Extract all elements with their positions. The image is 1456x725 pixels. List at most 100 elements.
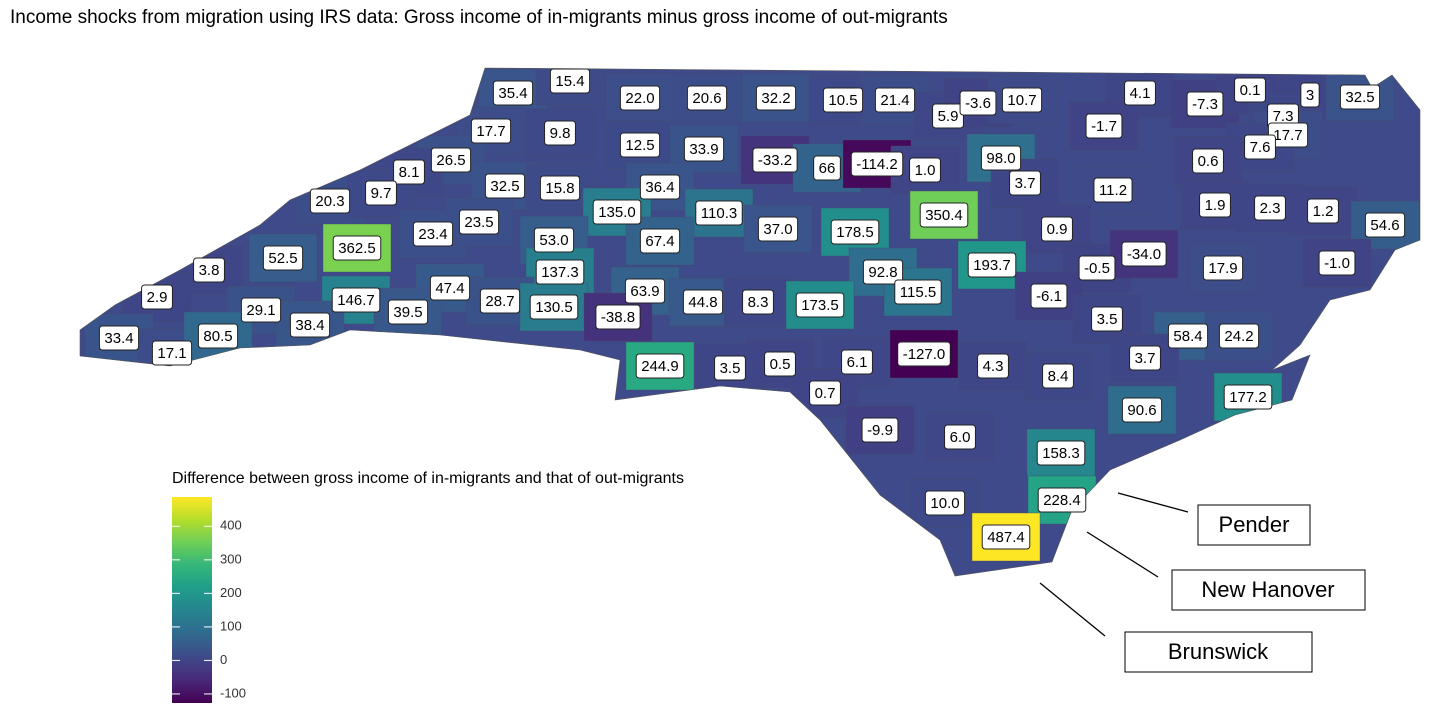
county-label: 8.1 [399,164,420,181]
county-label: 35.4 [498,85,527,102]
label-box [830,219,880,245]
label-box [850,151,904,177]
county-label: 115.5 [900,284,936,301]
county-label: 3.7 [1015,175,1036,192]
label-box [1042,363,1074,389]
county-label: 23.4 [418,226,447,243]
colorbar-tick-label: 0 [220,652,227,667]
county-label: 178.5 [836,224,874,241]
label-box [1318,250,1356,276]
county-label: 17.7 [476,123,505,140]
label-box [479,288,521,314]
county-label: 9.7 [371,185,392,202]
label-box [959,90,997,116]
county-label: 193.7 [973,257,1011,274]
county-label: 23.5 [464,214,493,231]
label-box [977,353,1009,379]
label-box [755,85,797,111]
county-label: -34.0 [1127,246,1161,263]
county-label: 33.9 [689,141,718,158]
county-label: 0.5 [770,356,791,373]
county-label: 36.4 [645,179,674,196]
county-label: 17.7 [1273,127,1302,144]
county-label: 7.6 [1250,139,1271,156]
label-box [980,145,1022,171]
label-box [897,341,951,367]
label-box [1001,87,1043,113]
county-label: 15.8 [545,180,574,197]
county-label: 38.4 [295,317,324,334]
county [1069,101,1139,151]
label-box [592,199,642,225]
label-box [98,325,140,351]
label-box [1234,77,1266,103]
county-label: 135.0 [598,204,636,221]
label-box [1078,255,1116,281]
label-box [1364,212,1406,238]
label-box [764,351,796,377]
county-label: 80.5 [203,328,232,345]
title: Income shocks from migration using IRS d… [10,7,948,28]
county-label: 244.9 [641,358,679,375]
county-label: 54.6 [1370,217,1399,234]
label-box [1300,82,1320,108]
label-box [742,289,774,315]
county-label: 158.3 [1042,445,1080,462]
county-label: 177.2 [1229,389,1267,406]
label-box [841,349,873,375]
county-label: 8.3 [748,294,769,311]
county-label: 1.9 [1205,197,1226,214]
label-box [429,275,471,301]
label-box [1199,192,1231,218]
colorbar-tick-label: 200 [220,585,242,600]
label-box [1085,113,1123,139]
county-label: 32.5 [490,178,519,195]
county-label: 52.5 [268,250,297,267]
county-label: -9.9 [867,422,893,439]
annotation: New Hanover [1201,577,1334,602]
label-box [151,340,193,366]
county-label: 39.5 [393,304,422,321]
label-box [967,252,1017,278]
label-box [309,188,351,214]
label-box [639,174,681,200]
label-box [894,279,942,305]
county-label: 28.7 [485,293,514,310]
county-labels: 35.4 15.4 22.0 20.6 32.2 10.5 21.4 5.9 -3.6 10.7 4… [98,68,1406,550]
county-label: 92.8 [868,264,897,281]
label-box [1124,80,1156,106]
county-label: 5.9 [938,108,959,125]
label-box [470,118,512,144]
label-box [624,278,666,304]
label-box [289,312,331,338]
label-box [1129,345,1161,371]
label-box [924,490,966,516]
label-box [682,289,724,315]
annotation: Pender [1219,512,1290,537]
county-label: 21.4 [880,92,909,109]
label-box [1167,323,1209,349]
county-label: 58.4 [1173,328,1202,345]
label-box [714,355,746,381]
county-label: 3.5 [720,360,741,377]
annotation-box [1171,569,1366,611]
county-label: 173.5 [801,297,839,314]
legend: -100 0 100 200 300 400 [172,518,246,700]
county-label: 137.3 [541,264,579,281]
county-label: 4.3 [983,358,1004,375]
colorbar-tick-label: 300 [220,551,242,566]
county-label: -1.0 [1324,255,1350,272]
label-box [752,147,798,173]
county-label: 11.2 [1099,182,1127,199]
label-box [1254,195,1286,221]
label-box [332,235,382,261]
colorbar [172,497,212,703]
label-box [795,292,845,318]
label-box [861,417,899,443]
annotation-box [1197,504,1311,546]
label-box [240,297,282,323]
label-box [1121,241,1167,267]
county-label: 3 [1306,87,1314,104]
label-box [529,294,579,320]
county-label: 12.5 [625,137,654,154]
